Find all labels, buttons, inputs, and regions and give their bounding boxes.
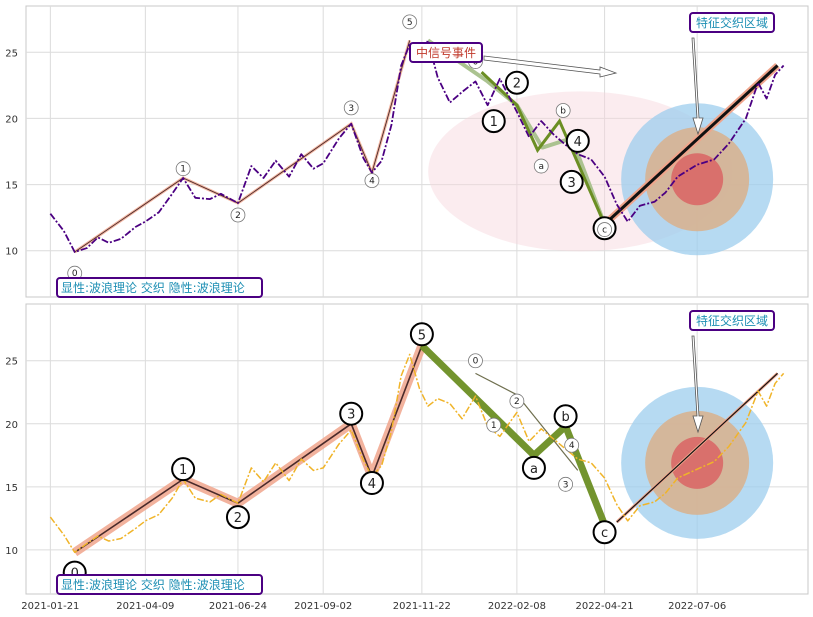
wave-label: 5: [418, 328, 426, 343]
abc-label: b: [560, 106, 566, 116]
wave-label-circle: [171, 457, 196, 482]
info-label-group: 显性:波浪理论 交织 隐性:波浪理论: [56, 277, 263, 298]
abc-label-circle: [533, 158, 549, 174]
corrective-label: 1: [490, 115, 498, 130]
y-tick-label: 10: [5, 546, 18, 557]
x-tick-label: 2021-11-22: [393, 601, 451, 612]
wave-label: 2: [235, 211, 241, 221]
wave-label: 3: [348, 104, 354, 114]
x-tick-label: 2022-02-08: [488, 601, 546, 612]
y-tick-label: 15: [5, 181, 18, 192]
wave-label: 0: [72, 269, 78, 279]
corrective-label: 2: [513, 77, 521, 92]
corrective-label-circle: [504, 70, 529, 95]
corrective-label-circle: [558, 476, 574, 492]
wave-label-circle: [225, 505, 250, 530]
info-label-box: [56, 574, 263, 595]
event-label-box: [409, 42, 483, 63]
wave-label-circle: [402, 14, 418, 30]
corrective-label: 4: [569, 441, 575, 451]
corrective-label-circle: [565, 128, 590, 153]
wave-label-circle: [175, 161, 191, 177]
abc-label: c: [602, 226, 607, 236]
corrective-label-circle: [468, 353, 483, 369]
zone-label-group: 特征交织区域: [689, 310, 775, 434]
corrective-label: 3: [563, 480, 569, 490]
x-tick-label: 2021-09-02: [294, 601, 352, 612]
corrective-label-circle: [564, 437, 580, 453]
corrective-label: 3: [568, 176, 576, 191]
y-tick-label: 25: [5, 357, 18, 368]
wave-label: 4: [368, 477, 376, 492]
y-tick-label: 10: [5, 247, 18, 258]
impulse-wave-line: [74, 345, 423, 554]
zone-pointer-arrow: [691, 37, 704, 136]
sub-wave-line: [480, 71, 606, 225]
price-series-line: [49, 39, 785, 253]
corrective-label-circle: [486, 417, 502, 433]
corrective-wave-band: [419, 343, 608, 526]
info-label-group: 显性:波浪理论 交织 隐性:波浪理论: [56, 574, 263, 595]
x-tick-label: 2021-04-09: [116, 601, 174, 612]
abc-label-circle: [521, 455, 546, 480]
corrective-label-circle: [481, 109, 506, 134]
x-tick-label: 2021-06-24: [209, 601, 267, 612]
price-series-line: [49, 353, 785, 554]
x-tick-label: 2022-04-21: [576, 601, 634, 612]
y-tick-label: 20: [5, 420, 18, 431]
abc-label-circle: [555, 103, 571, 118]
zone-label-group: 特征交织区域: [689, 12, 775, 136]
wave-label: 1: [179, 463, 187, 478]
wave-label: 3: [347, 408, 355, 423]
corrective-label: 2: [514, 397, 520, 407]
event-pointer-arrow: [483, 55, 618, 78]
zone-label-box: [689, 310, 775, 331]
info-label: 显性:波浪理论 交织 隐性:波浪理论: [61, 280, 245, 295]
wave-label: 4: [369, 177, 375, 187]
panel-1: 10152025012345012345abc显性:波浪理论 交织 隐性:波浪理…: [5, 5, 809, 298]
trend-line: [603, 64, 779, 226]
corrective-label: 0: [473, 357, 479, 367]
abc-label-circle: [597, 222, 612, 237]
x-tick-label: 2021-01-21: [21, 601, 79, 612]
corrective-label-circle: [509, 393, 525, 409]
abc-label: a: [538, 162, 544, 172]
wave-label-circle: [409, 322, 434, 347]
trend-line: [616, 372, 778, 523]
abc-label-circle: [553, 404, 578, 429]
abc-label: a: [530, 462, 538, 477]
zone-label-box: [689, 12, 775, 33]
wave-label: 2: [234, 511, 242, 526]
corrective-label: 1: [491, 421, 497, 431]
info-label-box: [56, 277, 263, 298]
event-label: 中信号事件: [416, 45, 476, 60]
wave-label-circle: [364, 173, 380, 189]
abc-label: c: [601, 526, 608, 541]
zone-pointer-arrow: [691, 335, 704, 434]
abc-label: b: [561, 410, 569, 425]
wave-label-circle: [359, 471, 384, 496]
info-label: 显性:波浪理论 交织 隐性:波浪理论: [61, 577, 245, 592]
wave-label-circle: [339, 401, 364, 426]
corrective-label-circle: [559, 169, 584, 194]
corrective-label: 4: [574, 135, 582, 150]
wave-label-circle: [343, 100, 359, 116]
zone-label: 特征交织区域: [696, 313, 768, 328]
y-tick-label: 20: [5, 114, 18, 125]
y-tick-label: 25: [5, 48, 18, 59]
zone-inner-circle: [671, 153, 724, 206]
x-tick-label: 2022-07-06: [668, 601, 726, 612]
zone-label: 特征交织区域: [696, 15, 768, 30]
panel-2: 2021-01-21 2021-04-09 2021-06-24 2021-09-02…: [5, 303, 809, 612]
y-tick-label: 15: [5, 483, 18, 494]
event-label-group: 中信号事件: [409, 42, 618, 78]
wave-label-circle: [230, 207, 246, 223]
wave-label: 5: [407, 18, 413, 28]
abc-label-circle: [592, 520, 617, 545]
wave-label: 1: [180, 165, 186, 175]
impulse-wave-line: [74, 40, 411, 253]
